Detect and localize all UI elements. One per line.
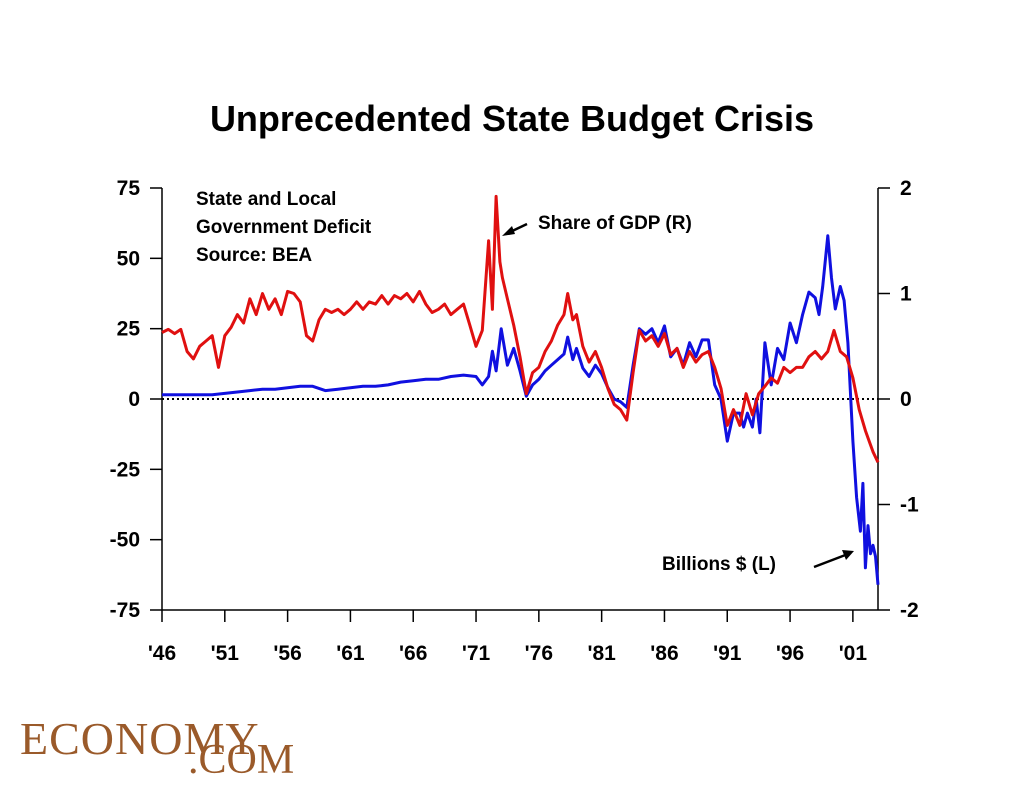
right-tick-label: -2: [900, 599, 919, 622]
billions-arrow-head: [842, 550, 854, 560]
x-tick-label: '01: [839, 642, 868, 665]
x-tick-label: '46: [148, 642, 176, 665]
economy-com-logo: ECONOMY .COM: [20, 712, 294, 783]
x-tick-label: '96: [776, 642, 804, 665]
x-tick-label: '51: [211, 642, 240, 665]
x-tick-label: '86: [650, 642, 678, 665]
left-tick-label: -25: [110, 458, 141, 481]
logo-sub-text: .COM: [188, 737, 295, 783]
info-line-1: State and Local: [196, 189, 336, 210]
x-tick-label: '71: [462, 642, 491, 665]
x-tick-label: '91: [713, 642, 742, 665]
billions-label: Billions $ (L): [662, 554, 776, 575]
billions-arrow-shaft: [813, 552, 849, 569]
left-tick-label: -50: [110, 529, 140, 552]
x-tick-label: '66: [399, 642, 427, 665]
x-tick-label: '61: [336, 642, 365, 665]
right-tick-label: -1: [900, 494, 919, 517]
share-of-gdp-series-line: [161, 194, 880, 463]
logo-main-text: ECONOMY: [20, 713, 260, 764]
right-tick-label: 1: [900, 283, 912, 306]
billions-series-line: [162, 234, 880, 585]
series-lines: [161, 194, 880, 585]
left-tick-label: 25: [117, 318, 141, 341]
x-tick-label: '56: [273, 642, 301, 665]
right-tick-label: 0: [900, 388, 912, 411]
x-tick-label: '81: [587, 642, 616, 665]
right-tick-label: 2: [900, 177, 912, 200]
left-tick-label: 50: [117, 247, 140, 270]
info-line-3: Source: BEA: [196, 245, 312, 266]
annotations: State and Local Government Deficit Sourc…: [196, 189, 854, 575]
info-line-2: Government Deficit: [196, 217, 372, 238]
x-tick-label: '76: [525, 642, 553, 665]
share-arrow-head: [502, 226, 515, 236]
left-tick-label: 0: [128, 388, 140, 411]
share-of-gdp-label: Share of GDP (R): [538, 213, 692, 234]
chart-title: Unprecedented State Budget Crisis: [209, 98, 815, 139]
left-tick-label: -75: [110, 599, 141, 622]
left-tick-label: 75: [117, 177, 141, 200]
